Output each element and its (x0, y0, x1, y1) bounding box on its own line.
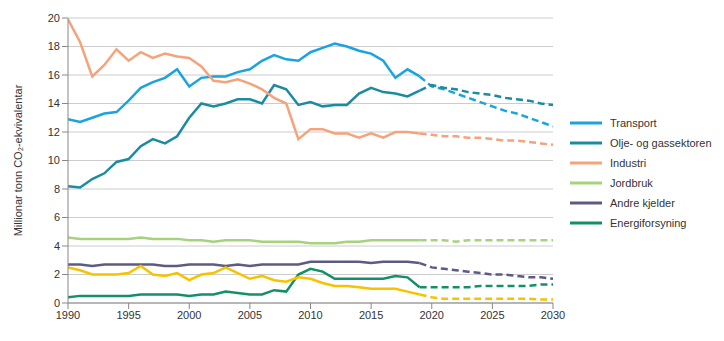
html-text:Jordbruk: Jordbruk (610, 177, 653, 189)
svg-text:18: 18 (48, 40, 60, 52)
svg-text:2015: 2015 (359, 309, 383, 321)
svg-text:0: 0 (54, 297, 60, 309)
svg-text:12: 12 (48, 126, 60, 138)
svg-text:Millionar tonn CO₂-ekvivalenta: Millionar tonn CO₂-ekvivalentar (12, 84, 24, 236)
html-text:Transport: Transport (610, 117, 657, 129)
svg-text:16: 16 (48, 69, 60, 81)
svg-text:2000: 2000 (177, 309, 201, 321)
svg-text:1990: 1990 (56, 309, 80, 321)
svg-text:20: 20 (48, 12, 60, 24)
svg-text:2030: 2030 (541, 309, 565, 321)
svg-text:8: 8 (54, 183, 60, 195)
svg-text:2025: 2025 (480, 309, 504, 321)
svg-text:2: 2 (54, 268, 60, 280)
svg-text:2010: 2010 (298, 309, 322, 321)
svg-text:4: 4 (54, 240, 60, 252)
svg-text:14: 14 (48, 97, 60, 109)
svg-text:6: 6 (54, 211, 60, 223)
svg-text:2005: 2005 (238, 309, 262, 321)
svg-text:10: 10 (48, 154, 60, 166)
svg-text:2020: 2020 (420, 309, 444, 321)
html-text:Olje- og gassektoren: Olje- og gassektoren (610, 137, 712, 149)
html-text:Andre kjelder: Andre kjelder (610, 197, 675, 209)
svg-text:1995: 1995 (116, 309, 140, 321)
html-text:Industri: Industri (610, 157, 647, 169)
html-text:Energiforsyning: Energiforsyning (610, 217, 687, 229)
